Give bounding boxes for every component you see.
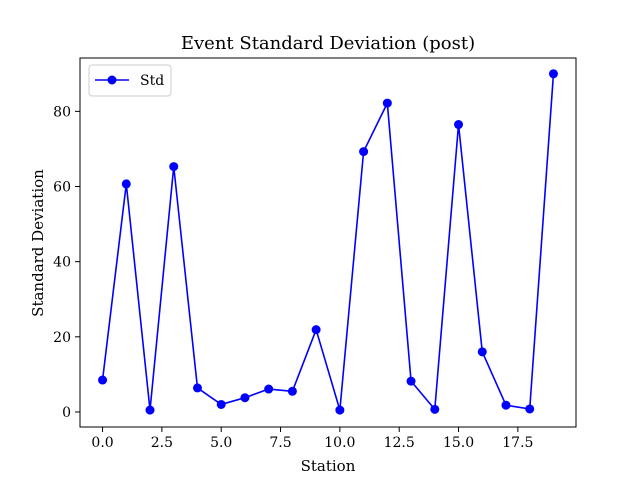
y-tick-label: 60 — [53, 180, 71, 196]
x-tick-label: 15.0 — [443, 435, 474, 451]
legend: Std — [88, 64, 172, 97]
series-line — [101, 73, 555, 411]
data-point — [477, 347, 487, 357]
y-tick-label: 20 — [53, 330, 71, 346]
data-point — [192, 383, 202, 393]
y-tick-label: 80 — [53, 104, 71, 120]
x-tick-label: 10.0 — [324, 435, 355, 451]
y-axis-label: Standard Deviation — [29, 169, 47, 317]
legend-box — [88, 64, 172, 97]
data-point — [98, 375, 108, 385]
data-point — [216, 399, 226, 409]
data-point — [264, 384, 274, 394]
x-tick-label: 0.0 — [91, 435, 113, 451]
data-point — [454, 120, 464, 130]
x-axis: 0.0 2.5 5.0 7.5 10.0 12.5 15.0 17.5 — [91, 427, 533, 451]
data-point — [145, 405, 155, 415]
data-point — [169, 162, 179, 172]
plot-area — [79, 57, 577, 428]
x-tick-label: 7.5 — [269, 435, 291, 451]
chart-title: Event Standard Deviation (post) — [181, 33, 475, 54]
series-layer — [98, 69, 558, 415]
data-point — [240, 393, 250, 403]
x-tick-label: 12.5 — [384, 435, 415, 451]
data-point — [287, 386, 297, 396]
data-point — [548, 69, 558, 79]
data-point — [406, 376, 416, 386]
data-point — [311, 325, 321, 335]
data-point — [525, 404, 535, 414]
data-point — [430, 404, 440, 414]
y-tick-label: 40 — [53, 255, 71, 271]
x-tick-label: 17.5 — [502, 435, 533, 451]
x-tick-label: 2.5 — [151, 435, 173, 451]
data-point — [335, 405, 345, 415]
data-point — [382, 98, 392, 108]
x-tick-label: 5.0 — [210, 435, 232, 451]
data-point — [359, 147, 369, 157]
data-point — [501, 400, 511, 410]
y-axis: 0 20 40 60 80 — [53, 104, 80, 421]
legend-marker — [107, 75, 117, 85]
legend-label: Std — [140, 73, 164, 89]
plot-frame — [79, 57, 577, 428]
data-point — [121, 179, 131, 189]
x-axis-label: Station — [301, 457, 356, 475]
y-tick-label: 0 — [62, 405, 71, 421]
